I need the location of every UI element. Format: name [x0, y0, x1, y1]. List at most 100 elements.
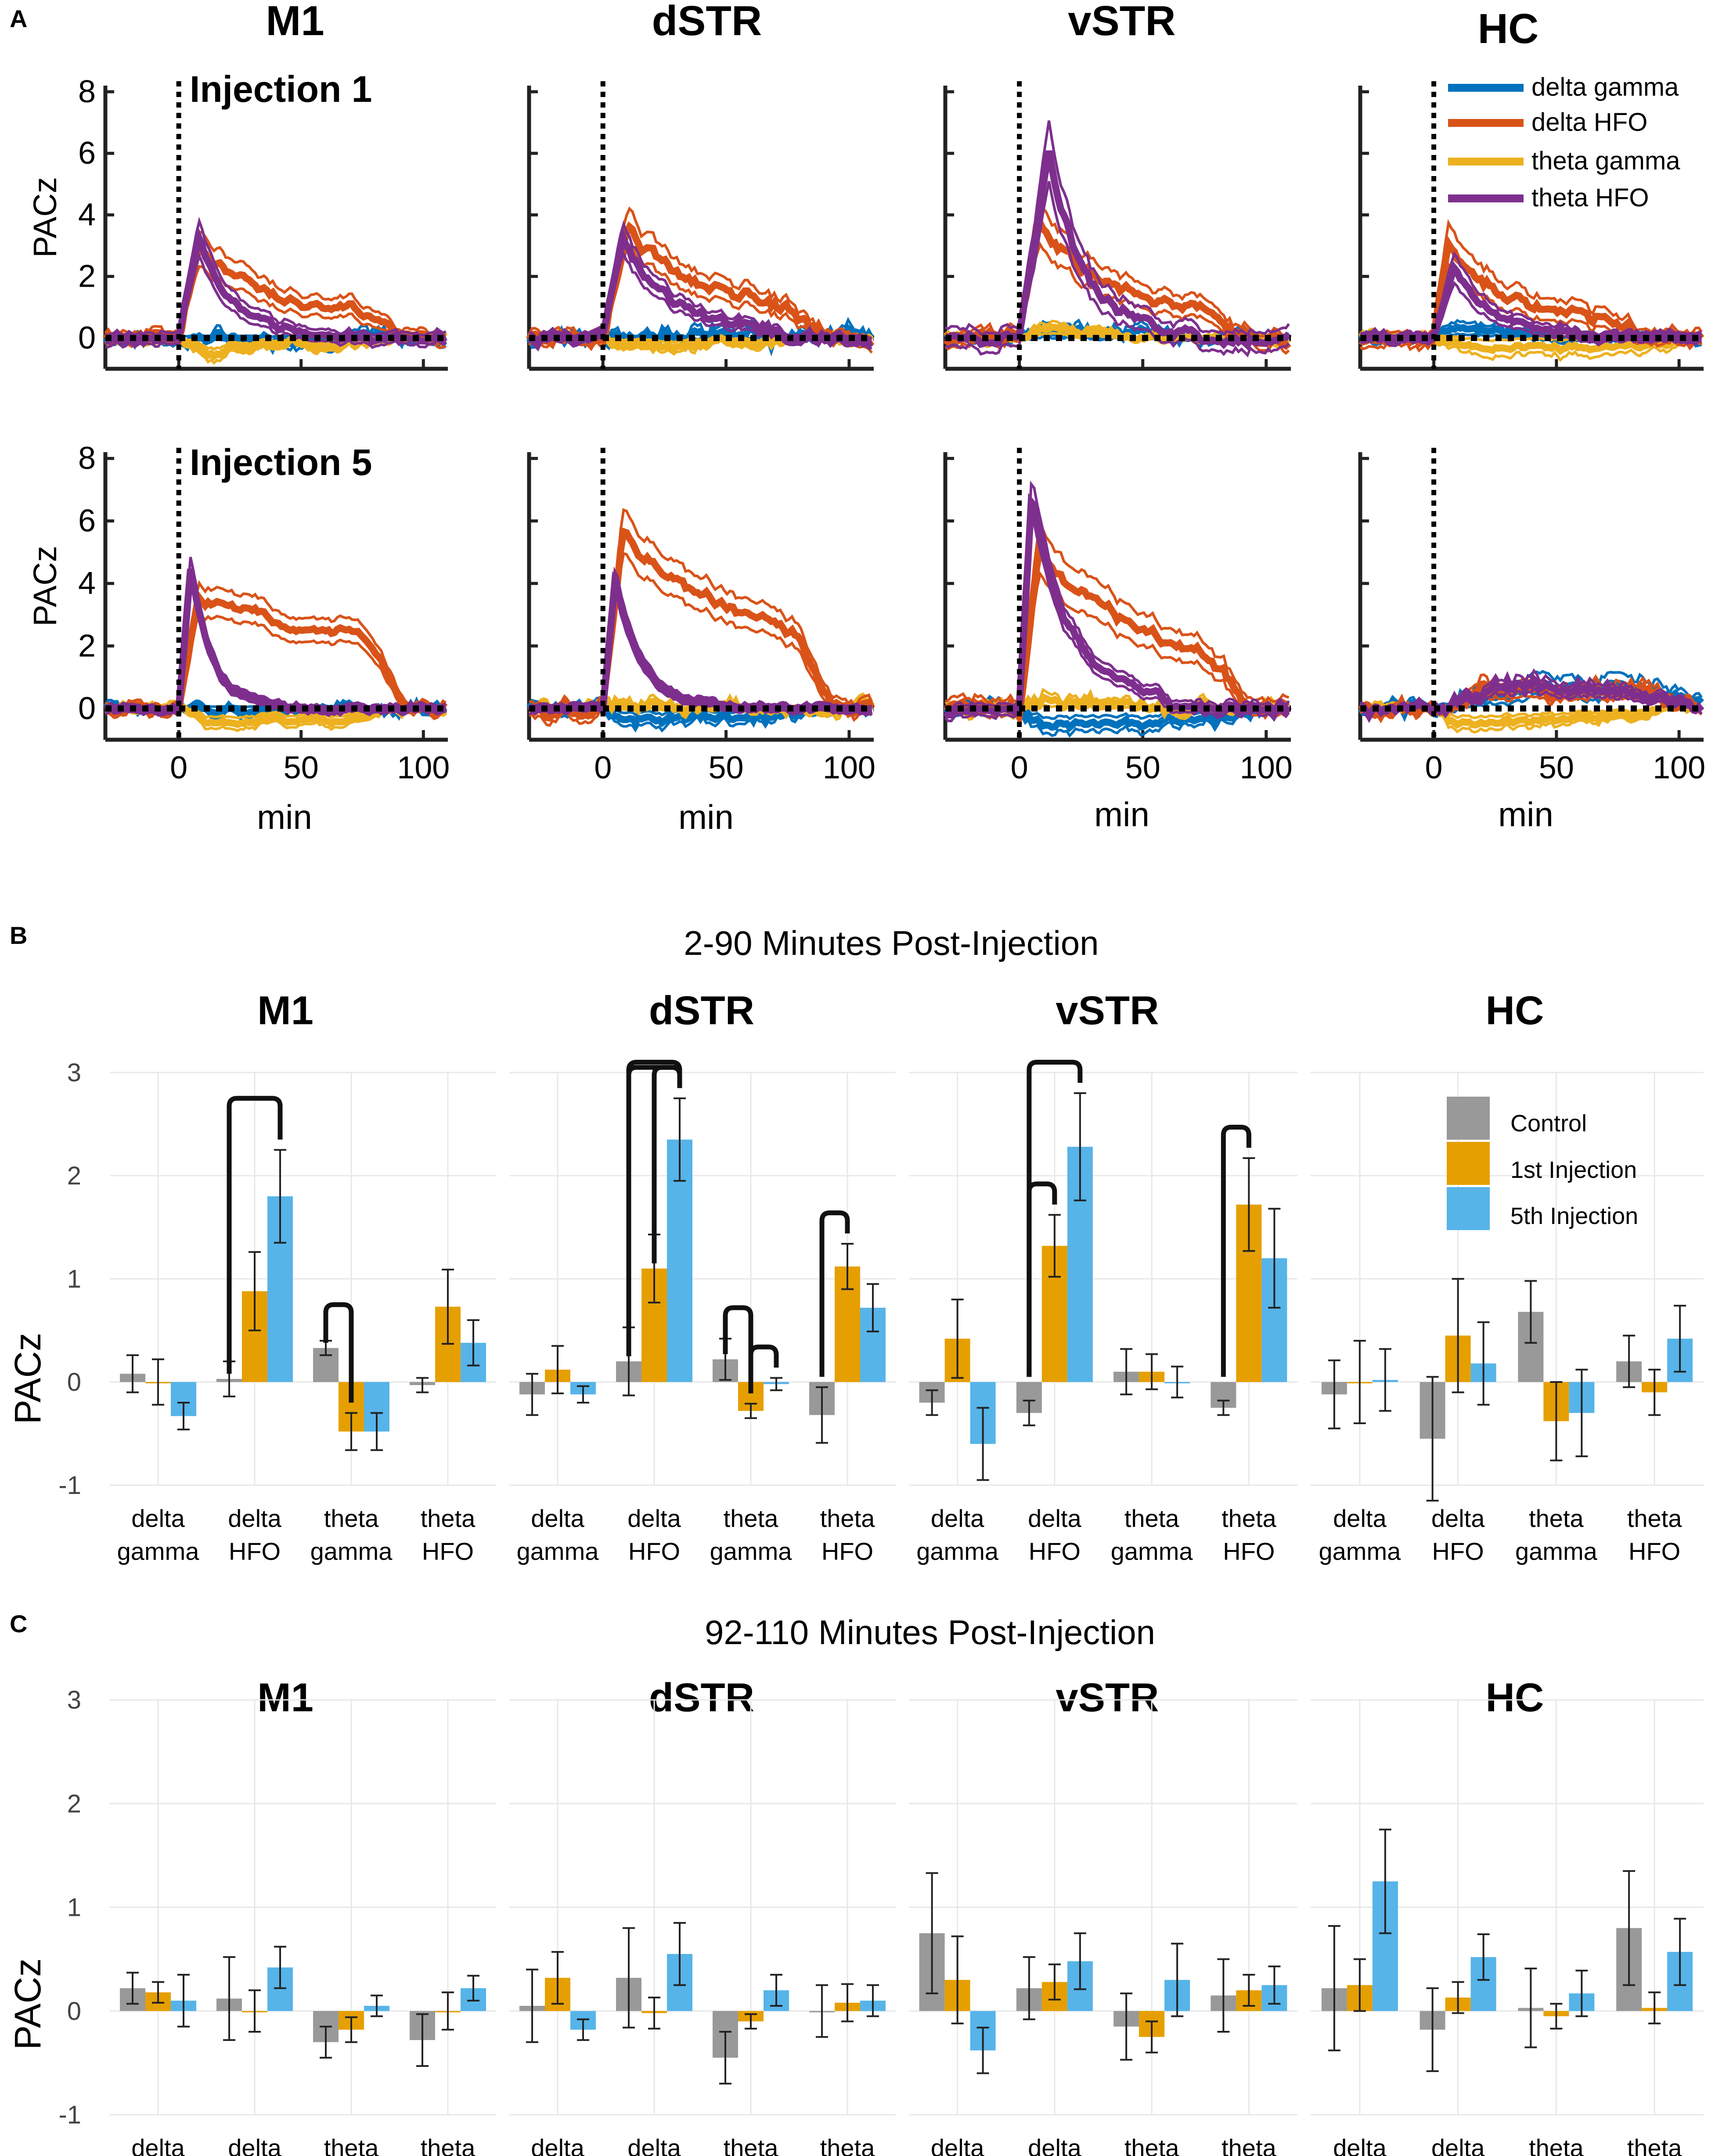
ytick-label-m1-row2-6: 6: [78, 504, 96, 539]
xtick-label-hc-row2-50: 50: [1539, 750, 1574, 785]
xtick-label-dstr-row2-100: 100: [823, 750, 876, 785]
panel-b-m1-significance-bracket-1: [323, 1302, 354, 1403]
ytick-label-m1-row2-2: 2: [78, 628, 96, 663]
panel-c-vstr-category-label-line1-1: delta: [1028, 2134, 1081, 2156]
panel-b-m1-category-label-line2-3: HFO: [422, 1537, 474, 1565]
panel-b-ytick-label-2: 2: [67, 1162, 81, 1190]
legend-swatch-control: [1447, 1097, 1490, 1140]
panel-c-m1-category-label-line1-1: delta: [228, 2134, 281, 2156]
ytick-label-m1-row1-0: 0: [78, 320, 96, 356]
panel-a-legend: delta gamma delta HFO theta gamma theta …: [1448, 73, 1680, 212]
panel-c-ylabel: PACz: [7, 1958, 48, 2050]
panel-b-dstr-category-label-line2-0: gamma: [517, 1537, 599, 1565]
panel-b-ytick-label--1: -1: [58, 1471, 81, 1500]
panel-a-ylabel-row2: PACz: [27, 546, 63, 626]
panel-a-xlabel-vstr: min: [1094, 795, 1149, 834]
panel-b-dstr-category-label-line1-1: delta: [627, 1505, 681, 1532]
xtick-label-vstr-row2-0: 0: [1011, 750, 1028, 785]
legend-label-theta-gamma: theta gamma: [1531, 147, 1680, 175]
panel-b-vstr-category-label-line2-1: HFO: [1029, 1537, 1081, 1565]
panel-b-m1-category-label-line2-0: gamma: [117, 1537, 200, 1565]
panel-c-ytick-label-3: 3: [67, 1686, 81, 1714]
panel-b-vstr-category-label-line1-0: delta: [931, 1505, 984, 1532]
xtick-label-hc-row2-100: 100: [1653, 750, 1705, 785]
series-mean-theta-hfo-hc-row2: [1360, 674, 1704, 723]
panel-c-bar-chart: -10123deltagammadeltaHFOthetagammathetaH…: [58, 1686, 1704, 2156]
xtick-label-m1-row2-50: 50: [284, 750, 319, 785]
panel-b-dstr-category-label-line1-2: theta: [724, 1505, 778, 1532]
panel-b-hc-category-label-line2-1: HFO: [1432, 1537, 1484, 1565]
panel-c-vstr-category-label-line1-3: theta: [1221, 2134, 1276, 2156]
ytick-label-m1-row1-4: 4: [78, 197, 96, 232]
panel-b-vstr-significance-bracket-2: [1221, 1125, 1251, 1377]
panel-b-bar-chart: -1 0 1 2 3 delta gamma delta HFO theta gamma theta H…: [58, 1058, 1704, 1565]
panel-label-c: C: [10, 1610, 27, 1638]
xtick-label-hc-row2-0: 0: [1425, 750, 1443, 785]
panel-a-title-vstr: vSTR: [1068, 0, 1175, 44]
panel-b-title: 2-90 Minutes Post-Injection: [684, 924, 1099, 962]
panel-b-legend: Control 1st Injection 5th Injection: [1447, 1097, 1638, 1230]
panel-b-dstr-significance-bracket-5: [819, 1210, 850, 1377]
series-upper-theta-hfo-vstr-row1: [944, 120, 1290, 337]
xtick-label-dstr-row2-0: 0: [594, 750, 612, 785]
panel-b-vstr-category-label-line1-3: theta: [1221, 1505, 1276, 1532]
xtick-label-m1-row2-100: 100: [397, 750, 450, 785]
xtick-label-dstr-row2-50: 50: [709, 750, 744, 785]
panel-b-m1-category-label-line1-1: delta: [228, 1505, 281, 1532]
panel-b-hc-category-label-line2-2: gamma: [1515, 1537, 1598, 1565]
series-lower-delta-hfo-vstr-row2: [944, 570, 1290, 727]
panel-a-title-m1: M1: [266, 0, 324, 44]
panel-b-title-m1: M1: [257, 988, 313, 1033]
panel-b-vstr-category-label-line2-2: gamma: [1111, 1537, 1193, 1565]
panel-c-title-hc: HC: [1486, 1675, 1544, 1720]
panel-b-m1-category-label-line1-3: theta: [421, 1505, 476, 1532]
series-mean-theta-hfo-vstr-row2: [943, 493, 1292, 720]
injection-1-label: Injection 1: [190, 68, 372, 110]
legend-label-fifth: 5th Injection: [1510, 1203, 1638, 1229]
series-upper-delta-hfo-vstr-row2: [944, 521, 1290, 710]
panel-b-m1-category-label-line1-0: delta: [131, 1505, 185, 1532]
series-lower-delta-hfo-m1-row2: [105, 610, 447, 720]
ytick-label-m1-row2-4: 4: [78, 566, 96, 601]
panel-c-hc-category-label-line1-0: delta: [1333, 2134, 1387, 2156]
ytick-label-m1-row2-0: 0: [78, 691, 96, 726]
panel-b-hc-category-label-line1-3: theta: [1627, 1505, 1682, 1532]
panel-label-b: B: [10, 921, 27, 949]
panel-b-dstr-significance-bracket-3: [723, 1305, 753, 1393]
legend-swatch-first: [1447, 1142, 1490, 1185]
panel-b-dstr-significance-bracket-0: [626, 1060, 682, 1357]
panel-a-title-dstr: dSTR: [652, 0, 762, 44]
panel-b-dstr-significance-bracket-2: [652, 1065, 682, 1263]
series-lower-theta-hfo-vstr-row1: [945, 181, 1290, 358]
panel-b-dstr-significance-bracket-4: [748, 1344, 779, 1377]
panel-a-xlabel-hc: min: [1498, 795, 1553, 834]
panel-b-hc-category-label-line1-0: delta: [1333, 1505, 1387, 1532]
panel-c-m1-category-label-line1-0: delta: [131, 2134, 185, 2156]
panel-b-title-hc: HC: [1486, 988, 1544, 1033]
panel-c-region-titles: M1 dSTR vSTR HC: [257, 1675, 1544, 1720]
panel-b-m1-category-label-line1-2: theta: [324, 1505, 379, 1532]
legend-label-control: Control: [1510, 1110, 1587, 1137]
panel-b-dstr-category-label-line1-0: delta: [531, 1505, 584, 1532]
panel-c-dstr-category-label-line1-1: delta: [627, 2134, 681, 2156]
panel-b-m1-category-label-line2-2: gamma: [310, 1537, 393, 1565]
panel-b-hc-category-label-line2-3: HFO: [1629, 1537, 1680, 1565]
series-upper-theta-hfo-dstr-row1: [528, 220, 872, 341]
panel-b-ytick-label-0: 0: [67, 1368, 81, 1397]
panel-a-xlabel-m1: min: [257, 798, 312, 836]
panel-c-hc-category-label-line1-2: theta: [1529, 2134, 1584, 2156]
panel-b-hc-category-label-line2-0: gamma: [1319, 1537, 1402, 1565]
series-upper-delta-hfo-m1-row1: [104, 230, 447, 338]
panel-a-text-layer: Injection 1 Injection 5 PACz PACz min mi…: [27, 68, 1553, 836]
panel-b-region-titles: M1 dSTR vSTR HC: [257, 988, 1544, 1033]
legend-swatch-fifth: [1447, 1187, 1490, 1230]
series-upper-theta-hfo-vstr-row2: [944, 480, 1290, 711]
panel-b-dstr-category-label-line2-2: gamma: [710, 1537, 793, 1565]
panel-c-m1-category-label-line1-2: theta: [324, 2134, 379, 2156]
panel-b-hc-category-label-line1-1: delta: [1431, 1505, 1485, 1532]
panel-b-ytick-label-3: 3: [67, 1058, 81, 1087]
panel-c-vstr-category-label-line1-2: theta: [1124, 2134, 1179, 2156]
panel-c-ytick-label-1: 1: [67, 1893, 81, 1922]
series-upper-theta-hfo-hc-row1: [1360, 251, 1702, 337]
